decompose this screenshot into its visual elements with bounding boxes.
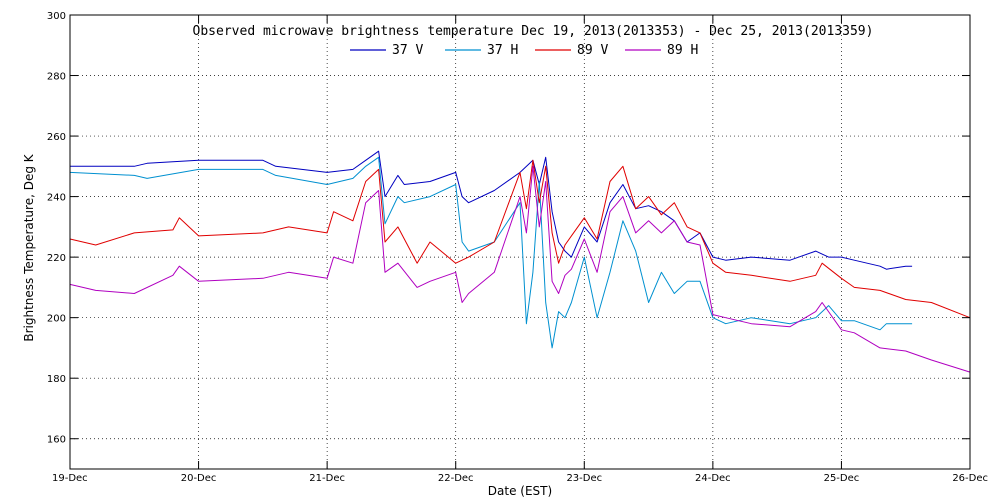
y-tick-label: 300 <box>47 11 66 22</box>
series-line-37-v <box>70 150 913 270</box>
series-line-89-h <box>69 165 971 373</box>
x-tick-label: 26-Dec <box>952 473 988 484</box>
series-line-89-v <box>69 159 971 319</box>
x-tick-label: 21-Dec <box>309 473 345 484</box>
x-tick-label: 25-Dec <box>824 473 860 484</box>
legend-label: 37 V <box>392 43 423 58</box>
y-tick-label: 240 <box>47 193 66 204</box>
y-axis-title: Brightness Temperature, Deg K <box>22 153 36 341</box>
plot-frame <box>69 14 971 470</box>
y-tick-label: 280 <box>47 72 66 83</box>
legend-label: 89 V <box>577 43 608 58</box>
legend: 37 V 37 H 89 V 89 H <box>350 43 698 58</box>
x-axis-title: Date (EST) <box>488 484 552 498</box>
x-tick-label: 22-Dec <box>438 473 474 484</box>
y-tick-label: 160 <box>47 435 66 446</box>
series-line-37-h <box>69 156 913 349</box>
series-lines <box>69 150 971 373</box>
x-tick-label: 20-Dec <box>181 473 217 484</box>
grid <box>70 15 970 469</box>
x-tick-label: 24-Dec <box>695 473 731 484</box>
x-tick-label: 19-Dec <box>52 473 88 484</box>
y-tick-label: 220 <box>47 253 66 264</box>
y-tick-label: 200 <box>47 314 66 325</box>
legend-label: 37 H <box>487 43 518 58</box>
y-tick-label: 260 <box>47 132 66 143</box>
legend-label: 89 H <box>667 43 698 58</box>
y-tick-label: 180 <box>47 374 66 385</box>
y-axis-ticks: 160 180 200 220 240 260 280 300 <box>47 11 970 446</box>
x-axis-ticks: 19-Dec 20-Dec 21-Dec 22-Dec 23-Dec 24-Dec 25-D… <box>52 15 988 484</box>
chart-title: Observed microwave brightness temperatur… <box>193 24 874 39</box>
x-tick-label: 23-Dec <box>566 473 602 484</box>
